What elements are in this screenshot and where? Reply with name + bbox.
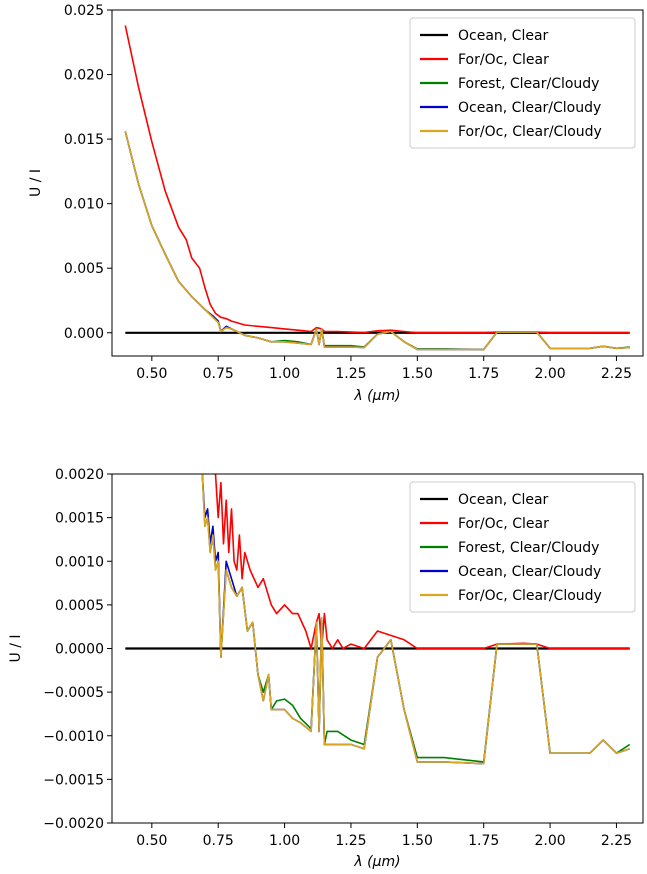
y-tick-label: 0.020 xyxy=(64,68,104,84)
y-axis-label: U / I xyxy=(8,635,24,663)
x-tick-label: 0.50 xyxy=(136,833,167,849)
legend-entry-label: For/Oc, Clear xyxy=(458,516,549,532)
series-line-for-oc-clear-cloudy xyxy=(124,131,630,351)
y-tick-label: 0.000 xyxy=(64,326,104,342)
x-tick-label: 0.75 xyxy=(203,833,234,849)
x-tick-label: 2.25 xyxy=(601,833,632,849)
bottom-plot-panel: 0.50 0.75 1.00 1.25 1.50 1.75 2.00 2.25 −0.0020 −… xyxy=(8,467,644,870)
x-tick-label: 1.25 xyxy=(335,833,366,849)
legend-entry-label: Ocean, Clear/Cloudy xyxy=(458,100,601,116)
x-tick-label: 2.00 xyxy=(534,366,565,382)
series-line-for-oc-clear xyxy=(214,474,630,650)
series-line-for-oc-clear xyxy=(124,25,630,334)
legend-entry-label: For/Oc, Clear/Cloudy xyxy=(458,588,602,604)
legend-box xyxy=(409,17,636,149)
legend-entry-label: For/Oc, Clear xyxy=(458,52,549,68)
y-tick-label: −0.0020 xyxy=(43,816,104,832)
x-tick-label: 1.00 xyxy=(269,833,300,849)
y-tick-label: 0.015 xyxy=(64,132,104,148)
y-tick-label: 0.005 xyxy=(64,261,104,277)
x-tick-label: 1.75 xyxy=(468,366,499,382)
series-line-forest-clear-cloudy xyxy=(124,131,630,351)
legend-entry-label: Ocean, Clear xyxy=(458,28,549,44)
axes-frame xyxy=(111,9,644,357)
x-axis-label: λ (μm) xyxy=(353,854,400,870)
x-axis-label: λ (μm) xyxy=(353,388,400,404)
y-tick-label: 0.0005 xyxy=(55,598,104,614)
y-tick-label: 0.025 xyxy=(64,3,104,19)
legend-entry-label: Forest, Clear/Cloudy xyxy=(458,76,599,92)
legend-entry-label: For/Oc, Clear/Cloudy xyxy=(458,124,602,140)
legend-box xyxy=(409,481,636,613)
legend-entry-label: Ocean, Clear xyxy=(458,492,549,508)
y-tick-label: 0.0015 xyxy=(55,511,104,527)
y-tick-label: −0.0015 xyxy=(43,772,104,788)
top-plot-panel: 0.50 0.75 1.00 1.25 1.50 1.75 2.00 2.25 0.000 0.0… xyxy=(28,3,644,404)
legend-entry-label: Forest, Clear/Cloudy xyxy=(458,540,599,556)
series-group xyxy=(124,25,630,351)
x-tick-label: 1.50 xyxy=(402,366,433,382)
legend-entry-label: Ocean, Clear/Cloudy xyxy=(458,564,601,580)
legend: Ocean, Clear For/Oc, Clear Forest, Clear/C… xyxy=(409,481,636,613)
y-tick-label: −0.0010 xyxy=(43,729,104,745)
legend: Ocean, Clear For/Oc, Clear Forest, Clear/C… xyxy=(409,17,636,149)
x-tick-label: 2.00 xyxy=(534,833,565,849)
y-tick-label: −0.0005 xyxy=(43,685,104,701)
x-tick-label: 2.25 xyxy=(601,366,632,382)
x-tick-label: 0.75 xyxy=(203,366,234,382)
y-tick-label: 0.0020 xyxy=(55,467,104,483)
series-line-ocean-clear-cloudy xyxy=(124,131,630,351)
y-tick-label: 0.0010 xyxy=(55,554,104,570)
x-tick-label: 1.25 xyxy=(335,366,366,382)
series-line-for-oc-clear-cloudy xyxy=(201,474,630,765)
x-tick-label: 0.50 xyxy=(136,366,167,382)
x-tick-label: 1.00 xyxy=(269,366,300,382)
y-tick-label: 0.0000 xyxy=(55,642,104,658)
x-tick-label: 1.50 xyxy=(402,833,433,849)
y-axis-label: U / I xyxy=(28,169,44,197)
series-group xyxy=(125,474,631,765)
y-tick-label: 0.010 xyxy=(64,197,104,213)
x-tick-label: 1.75 xyxy=(468,833,499,849)
